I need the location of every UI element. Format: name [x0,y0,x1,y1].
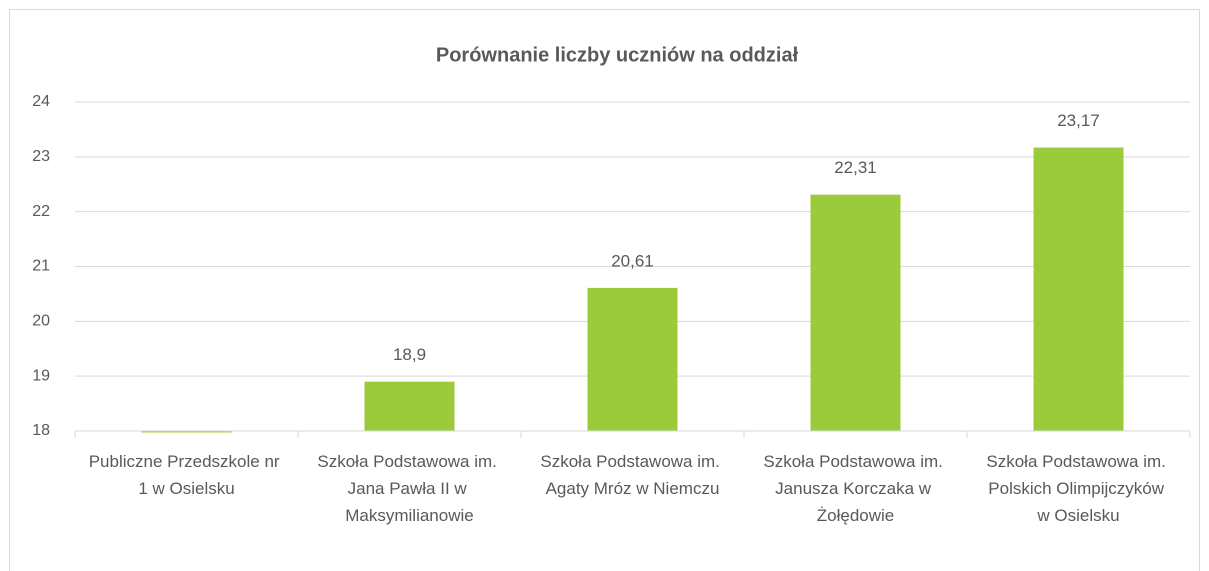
chart-border [9,9,1200,571]
bar [810,194,901,431]
data-label: 23,17 [1057,111,1100,130]
x-tick-label: Szkoła Podstawowa im. Polskich Olimpijcz… [986,452,1170,525]
data-label: 22,31 [834,158,877,177]
chart-title: Porównanie liczby uczniów na oddział [436,44,799,66]
data-label: 20,61 [611,251,654,270]
y-tick-label: 24 [32,93,50,110]
x-tick-label: Szkoła Podstawowa im. Agaty Mróz w Niemc… [540,452,724,498]
bar [141,431,232,433]
y-tick-label: 22 [32,203,50,220]
y-tick-label: 20 [32,313,50,330]
data-label: 18,9 [393,345,426,364]
x-tick-label: Publiczne Przedszkole nr 1 w Osielsku [89,452,285,498]
bar [587,287,678,431]
y-tick-label: 19 [32,367,50,384]
x-tick-label: Szkoła Podstawowa im. Jana Pawła II w Ma… [317,452,501,525]
bar [1033,147,1124,432]
bar [364,381,455,431]
y-tick-label: 21 [32,258,50,275]
y-tick-label: 23 [32,148,50,165]
x-tick-label: Szkoła Podstawowa im. Janusza Korczaka w… [763,452,947,525]
y-tick-label: 18 [32,422,50,439]
